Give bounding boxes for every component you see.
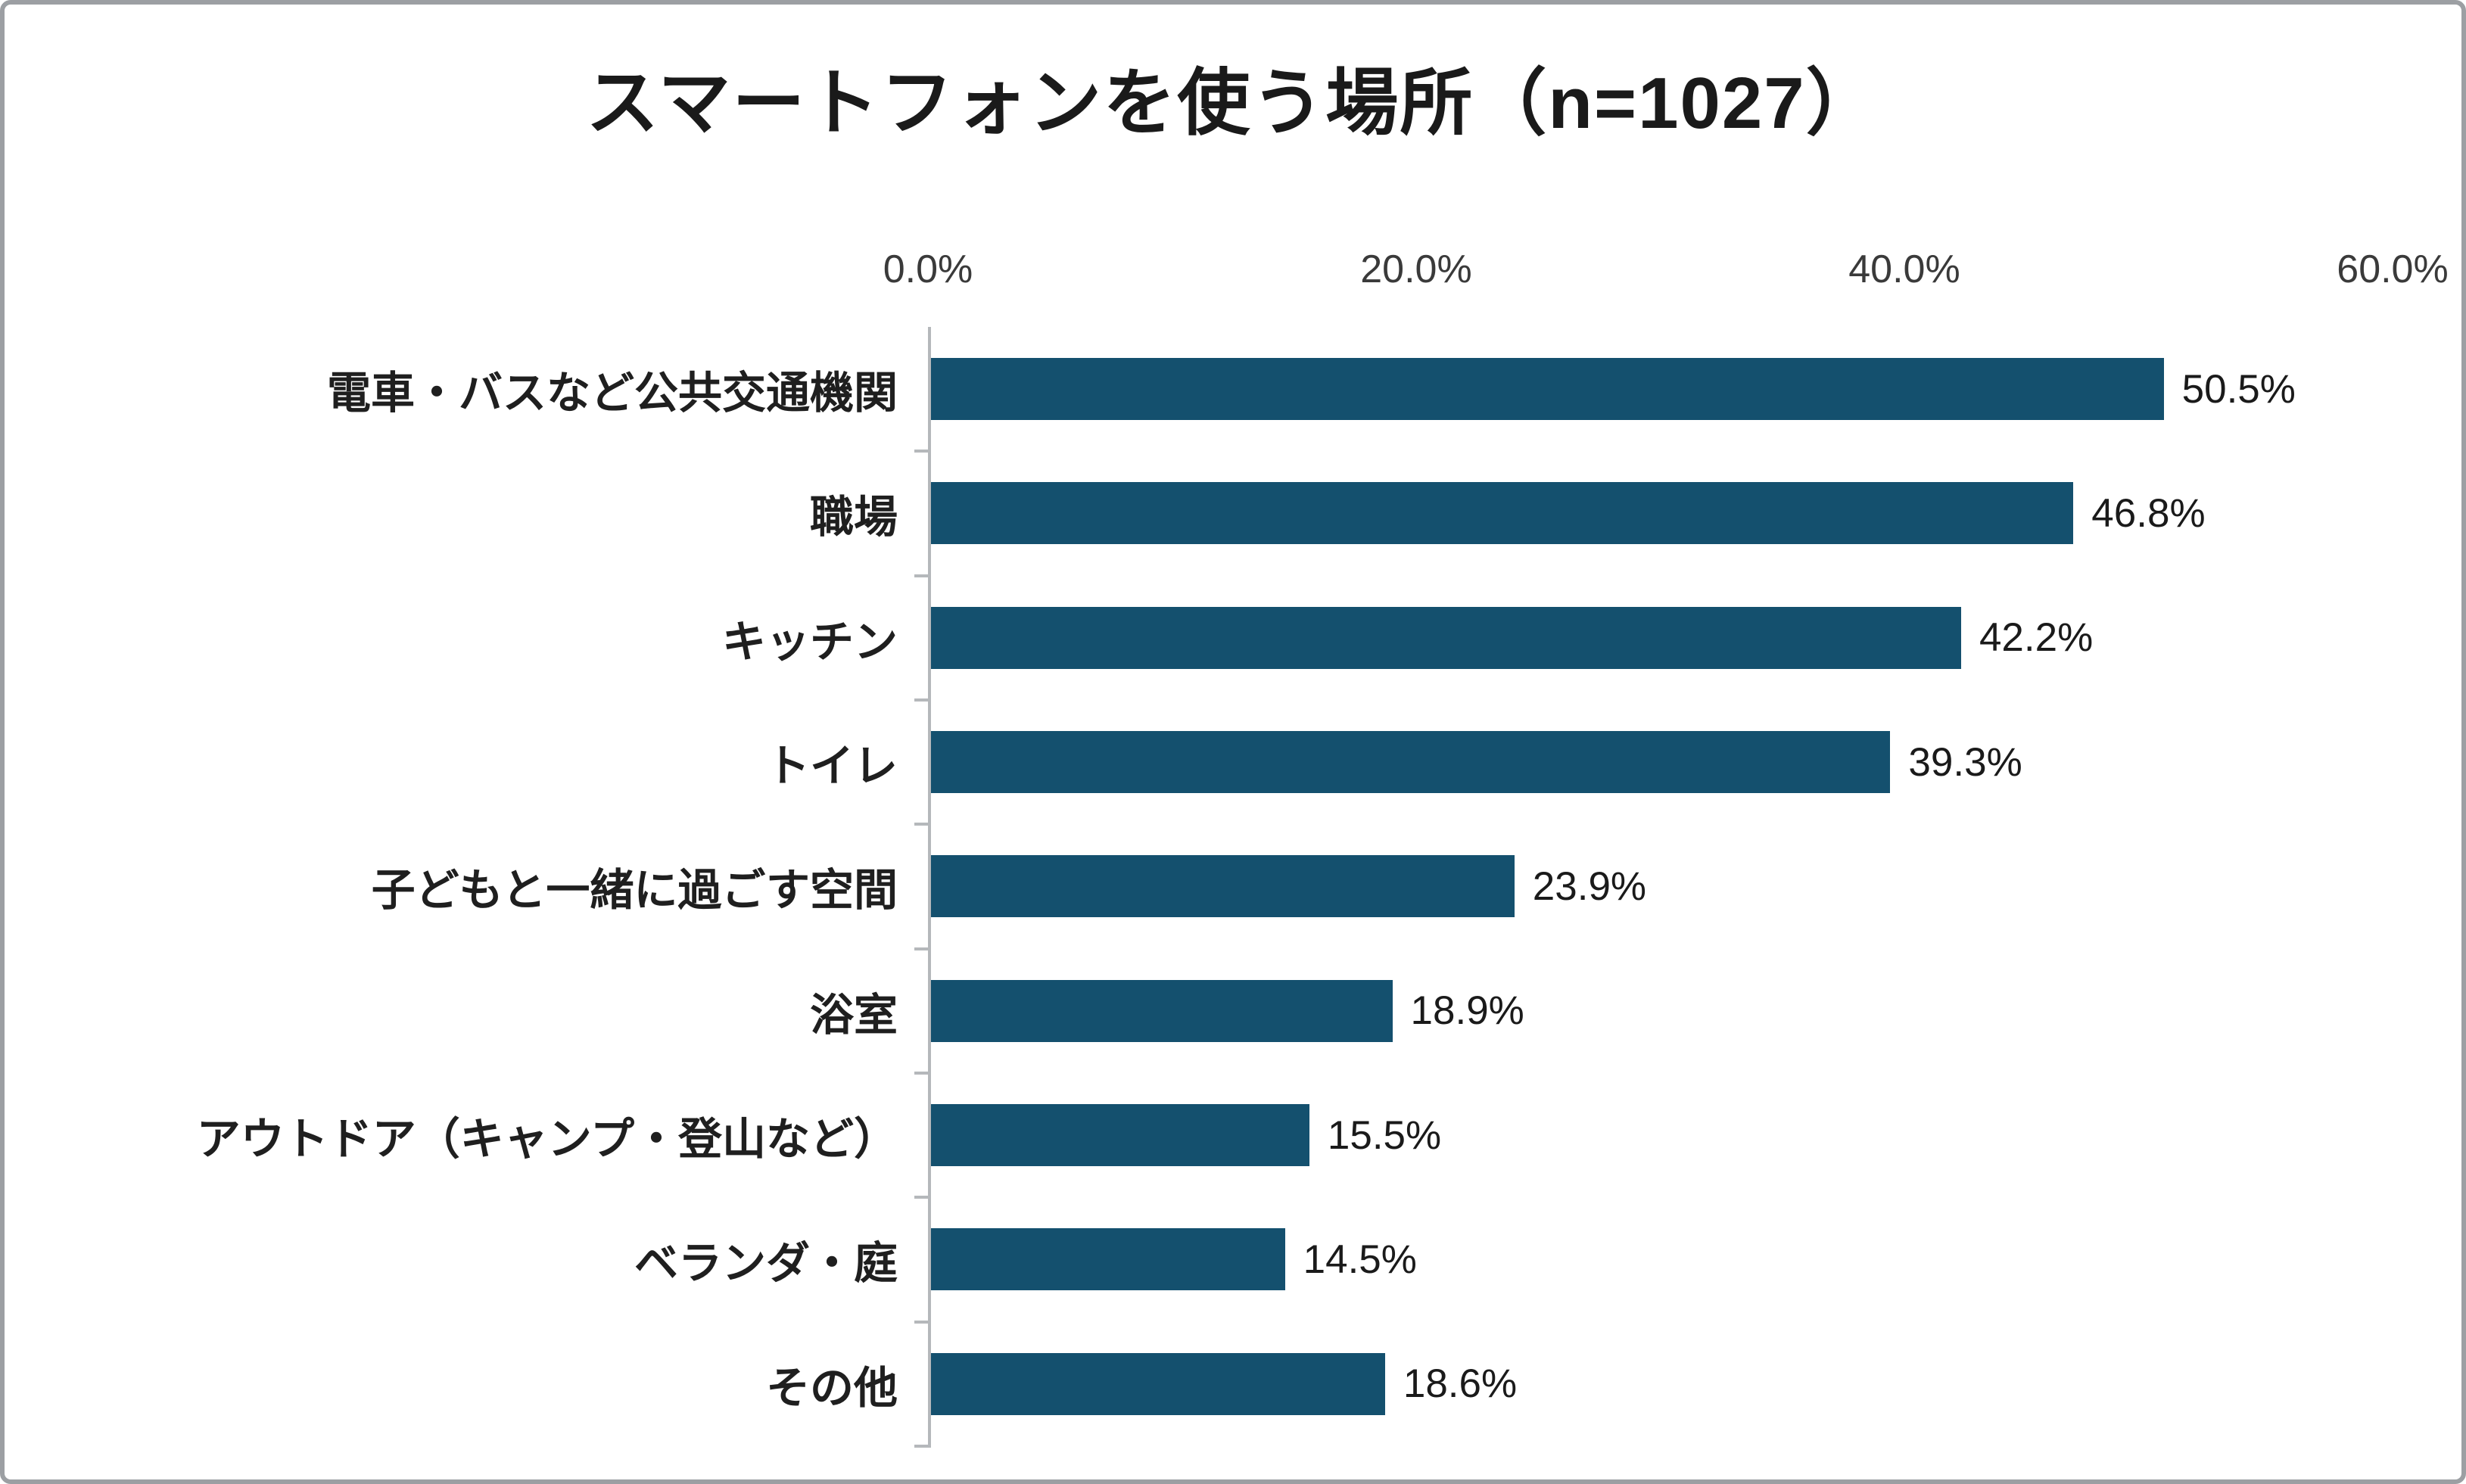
y-axis-tick	[914, 947, 931, 950]
x-axis-tick-label: 40.0%	[1848, 247, 1960, 291]
category-label: 電車・バスなど公共交通機関	[326, 369, 898, 418]
y-axis-tick	[914, 1445, 931, 1448]
bar-row: 50.5%	[931, 327, 2396, 451]
y-axis-tick	[914, 450, 931, 453]
category-label: キッチン	[721, 617, 898, 667]
bar	[931, 979, 1393, 1042]
category-label: その他	[765, 1363, 898, 1413]
category-labels: 電車・バスなど公共交通機関職場キッチントイレ子どもと一緒に過ごす空間浴室アウトド…	[5, 327, 898, 1446]
category-label: アウトドア（キャンプ・登山など）	[196, 1115, 898, 1165]
bar-row: 14.5%	[931, 1197, 2396, 1321]
bar	[931, 606, 1961, 669]
value-label: 18.6%	[1403, 1361, 1518, 1407]
category-label: ベランダ・庭	[634, 1239, 898, 1289]
bar-row: 18.6%	[931, 1322, 2396, 1446]
bar	[931, 1352, 1385, 1415]
bar	[931, 1104, 1309, 1167]
category-label: 子どもと一緒に過ごす空間	[371, 866, 898, 916]
y-axis-tick	[914, 574, 931, 577]
y-axis-tick	[914, 1320, 931, 1324]
value-label: 39.3%	[1908, 739, 2022, 785]
value-label: 42.2%	[1979, 615, 2094, 661]
y-axis-tick	[914, 1072, 931, 1075]
chart-title: スマートフォンを使う場所（n=1027）	[586, 63, 1880, 144]
bar-row: 23.9%	[931, 824, 2396, 948]
bar	[931, 482, 2074, 545]
x-axis: 0.0% 20.0% 40.0% 60.0%	[883, 247, 2449, 300]
value-label: 15.5%	[1327, 1112, 1442, 1158]
plot-area: 50.5% 46.8% 42.2% 39.3% 23.9% 18.9% 15.5% 14.5%…	[914, 327, 2396, 1448]
value-label: 14.5%	[1303, 1237, 1417, 1282]
y-axis-tick	[914, 698, 931, 702]
bar	[931, 1228, 1285, 1291]
bar-row: 18.9%	[931, 949, 2396, 1073]
bar-row: 42.2%	[931, 576, 2396, 700]
x-axis-tick-label: 20.0%	[1360, 247, 1472, 291]
x-axis-tick-label: 60.0%	[2337, 247, 2449, 291]
value-label: 46.8%	[2091, 490, 2206, 536]
value-label: 50.5%	[2181, 366, 2296, 412]
category-label: 職場	[809, 493, 898, 543]
value-label: 18.9%	[1410, 988, 1524, 1034]
bar-row: 46.8%	[931, 451, 2396, 575]
bar	[931, 358, 2164, 421]
category-label: 浴室	[809, 990, 898, 1040]
bar-row: 39.3%	[931, 700, 2396, 824]
x-axis-tick-label: 0.0%	[883, 247, 973, 291]
y-axis-tick	[914, 1196, 931, 1199]
y-axis-tick	[914, 823, 931, 826]
bar	[931, 731, 1891, 794]
category-label: トイレ	[765, 742, 898, 792]
bar	[931, 855, 1515, 918]
value-label: 23.9%	[1532, 863, 1647, 909]
bar-row: 15.5%	[931, 1073, 2396, 1197]
